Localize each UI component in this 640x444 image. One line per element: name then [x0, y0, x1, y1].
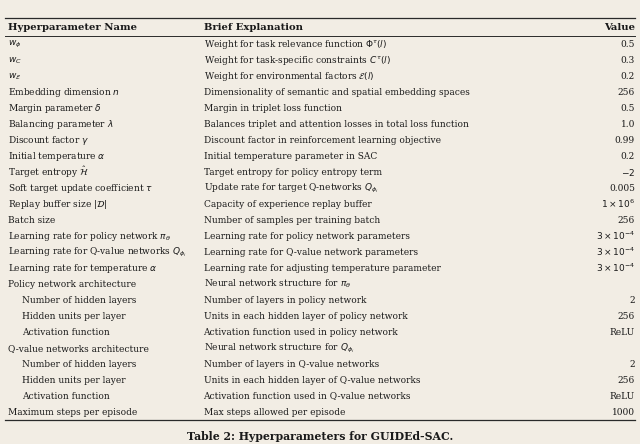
Text: 0.2: 0.2: [621, 72, 635, 81]
Text: Weight for task-specific constraints $C^\tau(l)$: Weight for task-specific constraints $C^…: [204, 54, 390, 67]
Text: Balancing parameter $\lambda$: Balancing parameter $\lambda$: [8, 118, 113, 131]
Text: ReLU: ReLU: [610, 328, 635, 337]
Text: Activation function used in policy network: Activation function used in policy netwo…: [204, 328, 398, 337]
Text: Embedding dimension $n$: Embedding dimension $n$: [8, 86, 120, 99]
Text: Value: Value: [604, 23, 635, 32]
Text: Target entropy $\hat{\mathcal{H}}$: Target entropy $\hat{\mathcal{H}}$: [8, 164, 89, 180]
Text: Soft target update coefficient $\tau$: Soft target update coefficient $\tau$: [8, 182, 153, 195]
Text: 2: 2: [629, 296, 635, 305]
Text: Balances triplet and attention losses in total loss function: Balances triplet and attention losses in…: [204, 120, 468, 129]
Text: Number of layers in policy network: Number of layers in policy network: [204, 296, 366, 305]
Text: Weight for task relevance function $\Phi^\tau(l)$: Weight for task relevance function $\Phi…: [204, 38, 387, 51]
Text: 1000: 1000: [612, 408, 635, 416]
Text: 256: 256: [618, 216, 635, 225]
Text: $w_C$: $w_C$: [8, 55, 22, 66]
Text: Activation function: Activation function: [22, 328, 109, 337]
Text: Discount factor in reinforcement learning objective: Discount factor in reinforcement learnin…: [204, 136, 440, 145]
Text: Learning rate for policy network $\pi_\theta$: Learning rate for policy network $\pi_\t…: [8, 230, 171, 243]
Text: $3 \times 10^{-4}$: $3 \times 10^{-4}$: [596, 262, 635, 274]
Text: Maximum steps per episode: Maximum steps per episode: [8, 408, 137, 416]
Text: Learning rate for temperature $\alpha$: Learning rate for temperature $\alpha$: [8, 262, 157, 275]
Text: Hyperparameter Name: Hyperparameter Name: [8, 23, 137, 32]
Text: Number of hidden layers: Number of hidden layers: [22, 296, 136, 305]
Text: Update rate for target Q-networks $Q_{\phi_i}$: Update rate for target Q-networks $Q_{\p…: [204, 182, 378, 195]
Text: Table 2: Hyperparameters for GUIDEd-SAC.: Table 2: Hyperparameters for GUIDEd-SAC.: [187, 432, 453, 442]
Text: Margin parameter $\delta$: Margin parameter $\delta$: [8, 102, 102, 115]
Text: Initial temperature parameter in SAC: Initial temperature parameter in SAC: [204, 152, 377, 161]
Text: Activation function used in Q-value networks: Activation function used in Q-value netw…: [204, 392, 411, 400]
Text: Margin in triplet loss function: Margin in triplet loss function: [204, 104, 342, 113]
Text: Capacity of experience replay buffer: Capacity of experience replay buffer: [204, 200, 371, 209]
Text: Learning rate for Q-value networks $Q_{\phi_i}$: Learning rate for Q-value networks $Q_{\…: [8, 246, 186, 259]
Text: 0.99: 0.99: [615, 136, 635, 145]
Text: Weight for environmental factors $\mathcal{E}(l)$: Weight for environmental factors $\mathc…: [204, 70, 374, 83]
Text: Batch size: Batch size: [8, 216, 55, 225]
Text: 0.3: 0.3: [621, 56, 635, 65]
Text: Brief Explanation: Brief Explanation: [204, 23, 303, 32]
Text: $-2$: $-2$: [621, 167, 635, 178]
Text: Units in each hidden layer of Q-value networks: Units in each hidden layer of Q-value ne…: [204, 376, 420, 385]
Text: Number of samples per training batch: Number of samples per training batch: [204, 216, 380, 225]
Text: Learning rate for policy network parameters: Learning rate for policy network paramet…: [204, 232, 410, 241]
Text: Neural network structure for $\pi_\theta$: Neural network structure for $\pi_\theta…: [204, 278, 351, 290]
Text: 2: 2: [629, 360, 635, 369]
Text: Activation function: Activation function: [22, 392, 109, 400]
Text: 0.5: 0.5: [620, 104, 635, 113]
Text: Hidden units per layer: Hidden units per layer: [22, 376, 125, 385]
Text: Number of hidden layers: Number of hidden layers: [22, 360, 136, 369]
Text: ReLU: ReLU: [610, 392, 635, 400]
Text: 0.5: 0.5: [620, 40, 635, 49]
Text: Units in each hidden layer of policy network: Units in each hidden layer of policy net…: [204, 312, 407, 321]
Text: Target entropy for policy entropy term: Target entropy for policy entropy term: [204, 168, 381, 177]
Text: $w_\phi$: $w_\phi$: [8, 39, 21, 50]
Text: Hidden units per layer: Hidden units per layer: [22, 312, 125, 321]
Text: $3 \times 10^{-4}$: $3 \times 10^{-4}$: [596, 246, 635, 258]
Text: 256: 256: [618, 312, 635, 321]
Text: Number of layers in Q-value networks: Number of layers in Q-value networks: [204, 360, 379, 369]
Text: Replay buffer size $|\mathcal{D}|$: Replay buffer size $|\mathcal{D}|$: [8, 198, 107, 211]
Text: 256: 256: [618, 88, 635, 97]
Text: Q-value networks architecture: Q-value networks architecture: [8, 344, 148, 353]
Text: Learning rate for Q-value network parameters: Learning rate for Q-value network parame…: [204, 248, 418, 257]
Text: 1.0: 1.0: [621, 120, 635, 129]
Text: $w_\mathcal{E}$: $w_\mathcal{E}$: [8, 71, 21, 82]
Text: Max steps allowed per episode: Max steps allowed per episode: [204, 408, 345, 416]
Text: Policy network architecture: Policy network architecture: [8, 280, 136, 289]
Text: Learning rate for adjusting temperature parameter: Learning rate for adjusting temperature …: [204, 264, 440, 273]
Text: 0.005: 0.005: [609, 184, 635, 193]
Text: 0.2: 0.2: [621, 152, 635, 161]
Text: Dimensionality of semantic and spatial embedding spaces: Dimensionality of semantic and spatial e…: [204, 88, 469, 97]
Text: Neural network structure for $Q_{\phi_i}$: Neural network structure for $Q_{\phi_i}…: [204, 341, 354, 355]
Text: Initial temperature $\alpha$: Initial temperature $\alpha$: [8, 150, 106, 163]
Text: Discount factor $\gamma$: Discount factor $\gamma$: [8, 134, 88, 147]
Text: $3 \times 10^{-4}$: $3 \times 10^{-4}$: [596, 230, 635, 242]
Text: 256: 256: [618, 376, 635, 385]
Text: $1 \times 10^6$: $1 \times 10^6$: [601, 198, 635, 210]
